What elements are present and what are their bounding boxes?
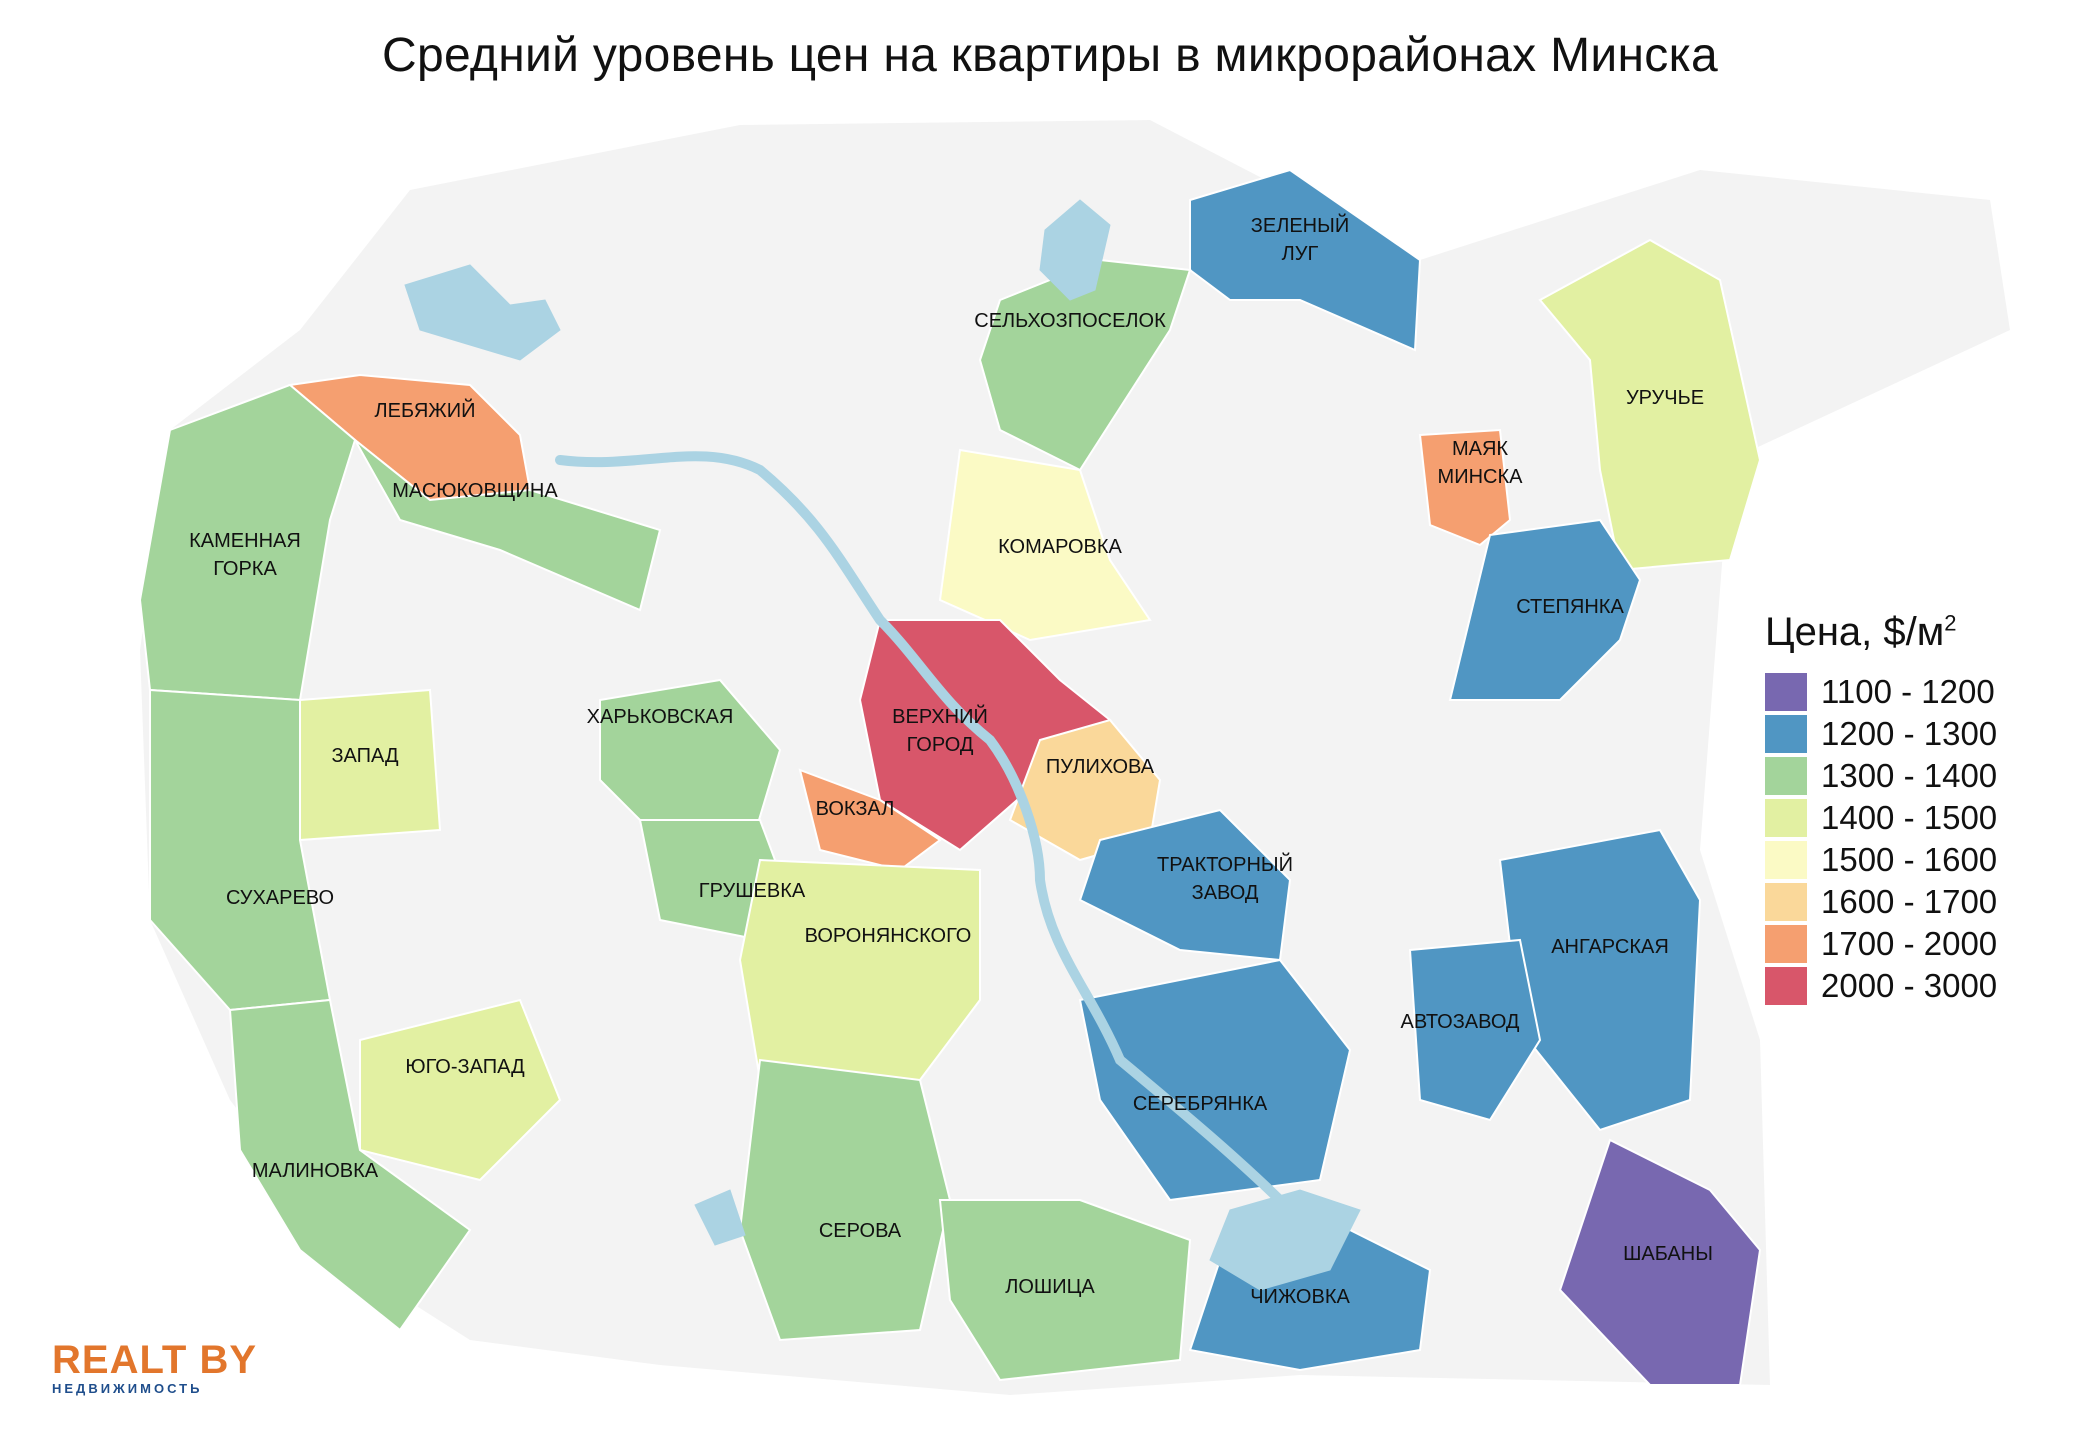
district-label: СЕРОВА <box>819 1220 902 1242</box>
legend-item: 1200 - 1300 <box>1765 713 1997 755</box>
legend-item: 1600 - 1700 <box>1765 881 1997 923</box>
district-label: СУХАРЕВО <box>226 887 334 909</box>
district-area <box>1189 168 1422 352</box>
legend-title: Цена, $/м2 <box>1765 610 1957 654</box>
district-label: АВТОЗАВОД <box>1401 1011 1520 1033</box>
district-label: ВЕРХНИЙ ГОРОД <box>892 704 988 756</box>
chizhovka-reservoir <box>1209 1189 1361 1291</box>
district-label: ЛЕБЯЖИЙ <box>374 398 475 422</box>
district-area <box>1448 518 1642 701</box>
water-layer <box>404 199 1361 1291</box>
legend-label: 1700 - 2000 <box>1821 925 1998 962</box>
legend-swatch <box>1765 967 1807 1005</box>
district-area <box>354 439 662 612</box>
district-label: АНГАРСКАЯ <box>1551 936 1669 958</box>
legend-swatch <box>1765 883 1807 921</box>
district-area <box>938 1199 1192 1382</box>
map-title: Средний уровень цен на квартиры в микрор… <box>382 29 1718 82</box>
district-label: СТЕПЯНКА <box>1516 596 1624 618</box>
legend-label: 1200 - 1300 <box>1821 715 1998 752</box>
district-label: МАСЮКОВЩИНА <box>392 480 558 502</box>
district-label: ГРУШЕВКА <box>699 880 806 902</box>
legend-swatch <box>1765 715 1807 753</box>
legend-label: 1600 - 1700 <box>1821 883 1998 920</box>
legend-label: 2000 - 3000 <box>1821 967 1998 1004</box>
district-label: ЗАПАД <box>331 745 399 767</box>
drozdy-reservoir <box>404 264 561 361</box>
district-area <box>1078 958 1352 1202</box>
legend-swatch <box>1765 757 1807 795</box>
district-label: ТРАКТОРНЫЙ ЗАВОД <box>1157 852 1293 904</box>
legend-item: 2000 - 3000 <box>1765 965 1997 1007</box>
district-label: УРУЧЬЕ <box>1626 387 1704 409</box>
district-area <box>1408 938 1542 1122</box>
svisloch-river <box>555 451 1295 1215</box>
district-area <box>738 1058 952 1342</box>
district-label: ЛОШИЦА <box>1005 1276 1095 1298</box>
price-legend: Цена, $/м2 1100 - 1200 1200 - 1300 1300 - … <box>1765 610 1997 1007</box>
district-label: ВОРОНЯНСКОГО <box>805 925 972 947</box>
legend-label: 1500 - 1600 <box>1821 841 1998 878</box>
district-label: ВОКЗАЛ <box>816 798 895 820</box>
logo-main-text: REALT BY <box>52 1338 258 1382</box>
legend-swatch <box>1765 925 1807 963</box>
realt-by-logo: REALT BY НЕДВИЖИМОСТЬ <box>52 1338 257 1396</box>
district-label: СЕРЕБРЯНКА <box>1133 1093 1268 1115</box>
legend-swatch <box>1765 799 1807 837</box>
district-label: ЗЕЛЕНЫЙ ЛУГ <box>1251 213 1349 265</box>
legend-swatch <box>1765 841 1807 879</box>
district-label: КАМЕННАЯ ГОРКА <box>189 530 301 580</box>
district-area <box>978 258 1192 472</box>
legend-item: 1500 - 1600 <box>1765 839 1997 881</box>
district-area <box>938 448 1152 642</box>
logo-sub-text: НЕДВИЖИМОСТЬ <box>52 1381 203 1396</box>
district-area <box>1538 238 1762 572</box>
district-label: ПУЛИХОВА <box>1046 756 1155 778</box>
legend-item: 1300 - 1400 <box>1765 755 1997 797</box>
district-label: ЧИЖОВКА <box>1250 1286 1350 1308</box>
district-area <box>1418 428 1512 547</box>
district-area <box>359 998 562 1182</box>
seraya-reservoir <box>694 1189 746 1246</box>
district-area <box>228 998 472 1332</box>
district-label: МАЛИНОВКА <box>252 1160 379 1182</box>
district-area <box>798 768 942 872</box>
district-area <box>1558 1138 1762 1386</box>
district-label: МАЯК МИНСКА <box>1438 438 1524 488</box>
district-area <box>138 383 357 702</box>
tsnyanka-reservoir <box>1039 199 1111 301</box>
district-label: КОМАРОВКА <box>998 536 1122 558</box>
district-label: СЕЛЬХОЗПОСЕЛОК <box>974 310 1166 332</box>
legend-item: 1100 - 1200 <box>1765 671 1997 713</box>
legend-item: 1700 - 2000 <box>1765 923 1997 965</box>
legend-label: 1300 - 1400 <box>1821 757 1998 794</box>
district-label: ЮГО-ЗАПАД <box>405 1056 525 1078</box>
legend-swatch <box>1765 673 1807 711</box>
district-label: ХАРЬКОВСКАЯ <box>587 706 734 728</box>
legend-label: 1100 - 1200 <box>1821 673 1995 710</box>
district-label: ШАБАНЫ <box>1623 1243 1713 1265</box>
legend-item: 1400 - 1500 <box>1765 797 1997 839</box>
legend-label: 1400 - 1500 <box>1821 799 1998 836</box>
